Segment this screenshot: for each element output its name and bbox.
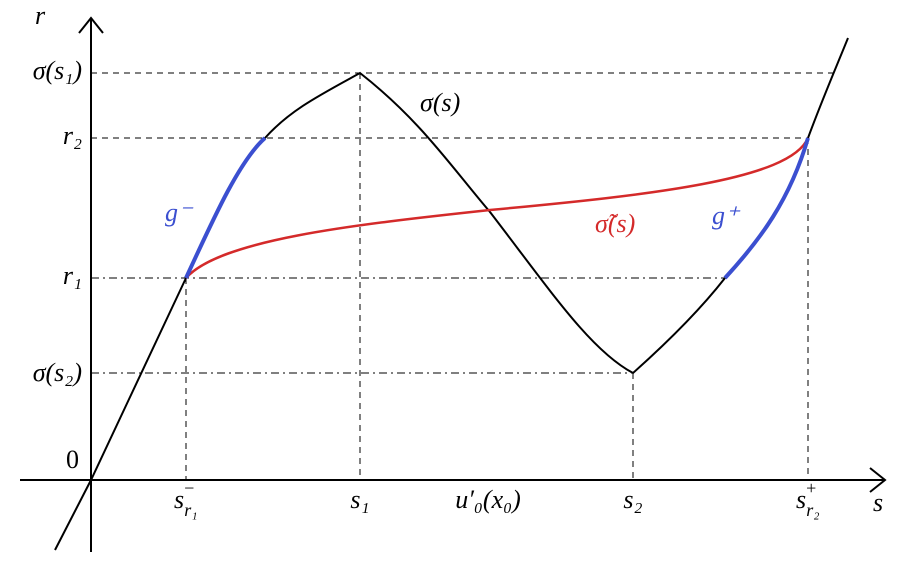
g-minus-curve: [184, 136, 267, 279]
x-tick-label: u′₀(x₀): [455, 485, 521, 514]
curve-label: g⁺: [712, 201, 741, 230]
y-tick-label: σ(s₁): [33, 56, 82, 85]
sigma-tilde-curve: [185, 137, 810, 279]
y-tick-label: r₁: [63, 261, 82, 290]
x-tick-label: s+ r₂: [796, 478, 820, 520]
curve-label: g⁻: [165, 198, 194, 227]
sub: r₂: [806, 500, 819, 520]
x-tick-label: s₁: [350, 485, 369, 514]
g-plus-curve: [723, 137, 810, 280]
y-tick-label: r₂: [63, 121, 82, 150]
x-tick-label: s₂: [623, 485, 642, 514]
y-axis-label: r: [35, 1, 46, 30]
y-tick-label: σ(s₂): [33, 358, 82, 387]
axes: [20, 16, 887, 552]
sub: r₁: [184, 500, 197, 520]
base: s: [796, 485, 806, 514]
x-axis-label: s: [873, 488, 883, 517]
origin-label: 0: [66, 445, 79, 474]
sup: +: [806, 478, 816, 498]
base: s: [174, 485, 184, 514]
guides: [91, 72, 835, 480]
curve-label: σ̃(s): [595, 209, 635, 238]
sup: −: [184, 478, 194, 498]
curve-label: σ(s): [420, 88, 460, 117]
x-tick-label: s− r₁: [174, 478, 198, 520]
